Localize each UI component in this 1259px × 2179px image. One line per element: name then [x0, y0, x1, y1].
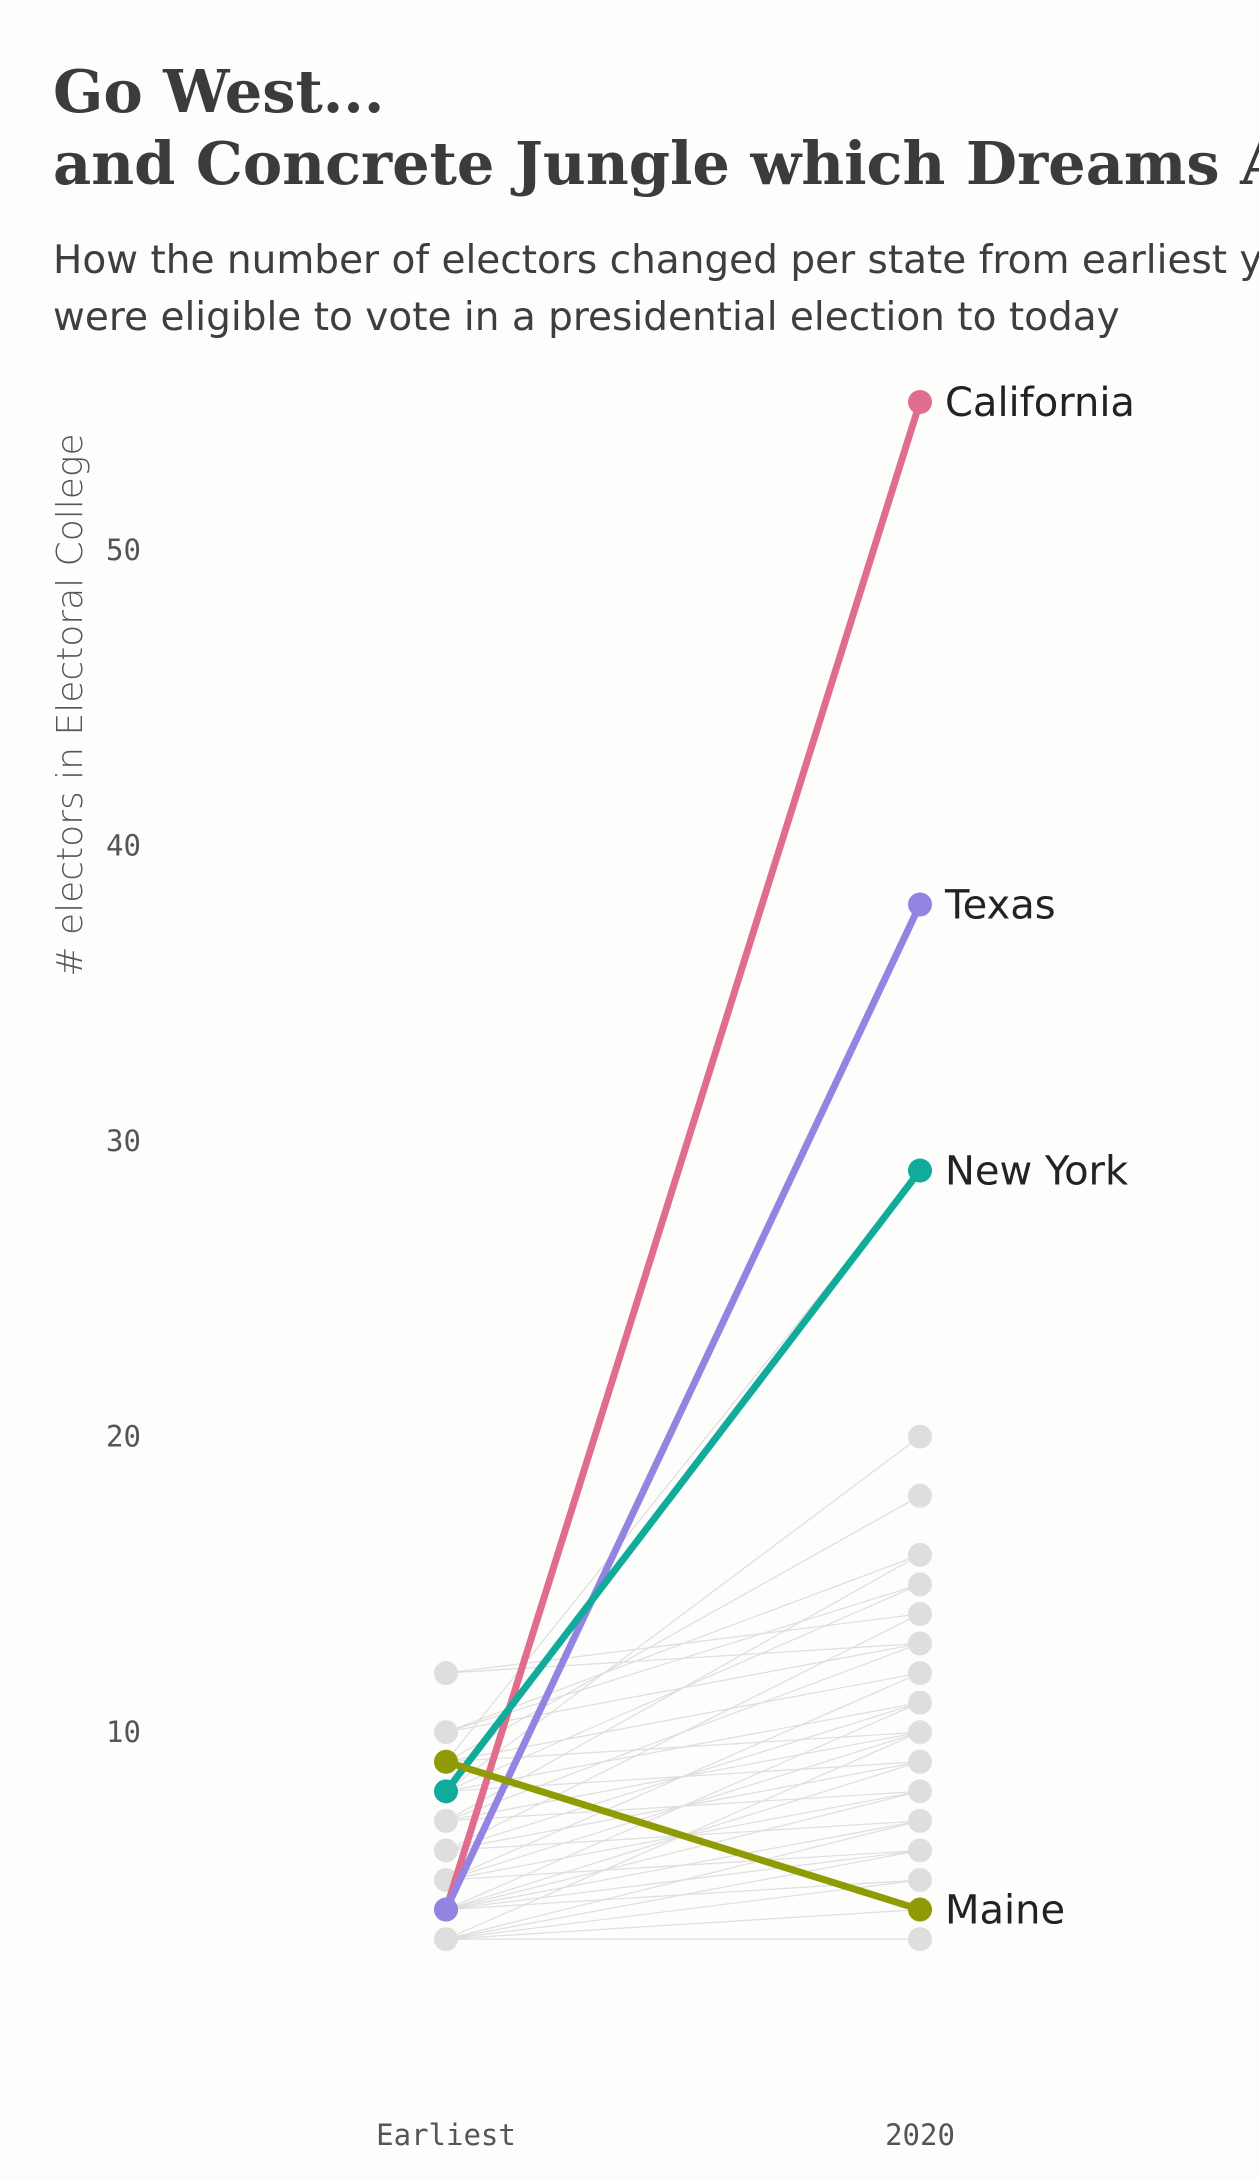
y-tick-label-50: 50	[106, 533, 141, 567]
background-line-20	[445, 1790, 921, 1822]
background-point-2020-14	[908, 1601, 932, 1626]
y-tick-label-40: 40	[106, 828, 141, 862]
california-label: California	[945, 380, 1135, 426]
chart-subtitle-line-1: How the number of electors changed per s…	[53, 238, 1259, 283]
background-point-2020-7	[908, 1808, 932, 1833]
background-line-27	[445, 1436, 921, 1792]
x-axis: Earliest 2020	[376, 2118, 955, 2152]
background-line-35	[445, 1642, 921, 1674]
background-line-36	[445, 1613, 921, 1674]
chart-title-line-1: Go West...	[53, 57, 385, 126]
y-tick-label-30: 30	[106, 1124, 141, 1158]
background-point-2020-5	[908, 1868, 932, 1892]
y-tick-label-10: 10	[106, 1715, 141, 1749]
background-point-earliest-7	[434, 1808, 458, 1833]
background-line-22	[445, 1642, 921, 1822]
background-point-2020-11	[908, 1690, 932, 1715]
maine-point-2020	[908, 1897, 932, 1922]
new-york-line	[442, 1167, 924, 1795]
x-tick-label-earliest: Earliest	[376, 2118, 516, 2152]
background-point-2020-6	[908, 1838, 932, 1863]
maine-line	[442, 1758, 924, 1914]
texas-line	[442, 901, 924, 1914]
background-line-32	[445, 1642, 921, 1733]
texas-point-2020	[908, 892, 932, 917]
background-point-2020-9	[908, 1749, 932, 1774]
california-point-2020	[908, 390, 932, 414]
y-axis: 10 20 30 40 50	[106, 533, 141, 1749]
chart-title: Go West... and Concrete Jungle which Dre…	[53, 56, 1259, 200]
x-tick-label-2020: 2020	[885, 2118, 955, 2152]
background-lines	[445, 1170, 921, 1940]
highlight-points	[434, 390, 932, 1922]
y-tick-label-20: 20	[106, 1420, 141, 1454]
background-point-2020-20	[908, 1424, 932, 1449]
background-line-9	[445, 1790, 921, 1911]
background-point-2020-18	[908, 1483, 932, 1508]
background-point-earliest-3	[434, 1927, 458, 1952]
new-york-point-earliest	[434, 1779, 458, 1804]
chart-subtitle-line-2: were eligible to vote in a presidential …	[53, 295, 1120, 340]
maine-label: Maine	[945, 1888, 1065, 1934]
background-line-7	[445, 1849, 921, 1911]
background-line-1	[445, 1908, 921, 1940]
background-line-2	[445, 1879, 921, 1940]
background-point-2020-10	[908, 1720, 932, 1745]
background-point-2020-12	[908, 1661, 932, 1686]
highlight-lines	[442, 398, 924, 1914]
background-line-30	[445, 1495, 921, 1763]
maine-point-earliest	[434, 1749, 458, 1774]
new-york-label: New York	[945, 1149, 1129, 1195]
background-point-earliest-10	[434, 1720, 458, 1745]
background-line-12	[445, 1849, 921, 1881]
y-axis-label: # electors in Electoral College	[50, 433, 91, 976]
state-labels: California Texas New York Maine	[944, 380, 1135, 1934]
background-point-2020-8	[908, 1779, 932, 1804]
background-line-28	[445, 1731, 921, 1763]
background-point-2020-15	[908, 1572, 932, 1597]
texas-point-earliest	[434, 1897, 458, 1922]
california-line	[442, 398, 924, 1914]
chart-subtitle: How the number of electors changed per s…	[53, 232, 1259, 346]
texas-label: Texas	[944, 883, 1056, 929]
new-york-point-2020	[908, 1158, 932, 1183]
background-point-2020-13	[908, 1631, 932, 1656]
background-point-earliest-12	[434, 1661, 458, 1686]
chart-title-line-2: and Concrete Jungle which Dreams Are Mad…	[53, 129, 1259, 198]
background-point-earliest-6	[434, 1838, 458, 1863]
background-point-2020-3	[908, 1927, 932, 1952]
background-point-2020-16	[908, 1542, 932, 1567]
